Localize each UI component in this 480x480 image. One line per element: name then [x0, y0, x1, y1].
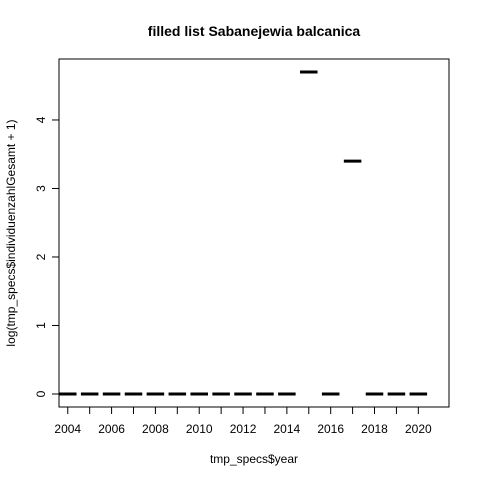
x-tick-label: 2020 — [405, 422, 432, 436]
y-tick-label: 1 — [34, 322, 48, 329]
x-axis-label: tmp_specs$year — [210, 452, 298, 466]
chart-title: filled list Sabanejewia balcanica — [148, 23, 361, 39]
y-tick-label: 3 — [34, 185, 48, 192]
x-tick-label: 2014 — [274, 422, 301, 436]
median-marks — [59, 70, 428, 396]
y-tick-label: 2 — [34, 253, 48, 260]
y-tick-label: 4 — [34, 116, 48, 123]
plot-frame — [58, 58, 450, 408]
y-tick-label: 0 — [34, 390, 48, 397]
x-tick-label: 2008 — [142, 422, 169, 436]
x-tick-label: 2010 — [186, 422, 213, 436]
x-tick-label: 2006 — [98, 422, 125, 436]
x-tick-label: 2018 — [361, 422, 388, 436]
x-axis: 2004 2006 2008 2010 2012 2014 2016 2018 2020 — [54, 407, 432, 436]
y-axis-label: log(tmp_specs$individuenzahlGesamt + 1) — [4, 119, 18, 346]
x-tick-label: 2004 — [54, 422, 81, 436]
x-tick-label: 2012 — [230, 422, 257, 436]
y-axis: 0 1 2 3 4 — [34, 116, 59, 397]
x-tick-label: 2016 — [317, 422, 344, 436]
